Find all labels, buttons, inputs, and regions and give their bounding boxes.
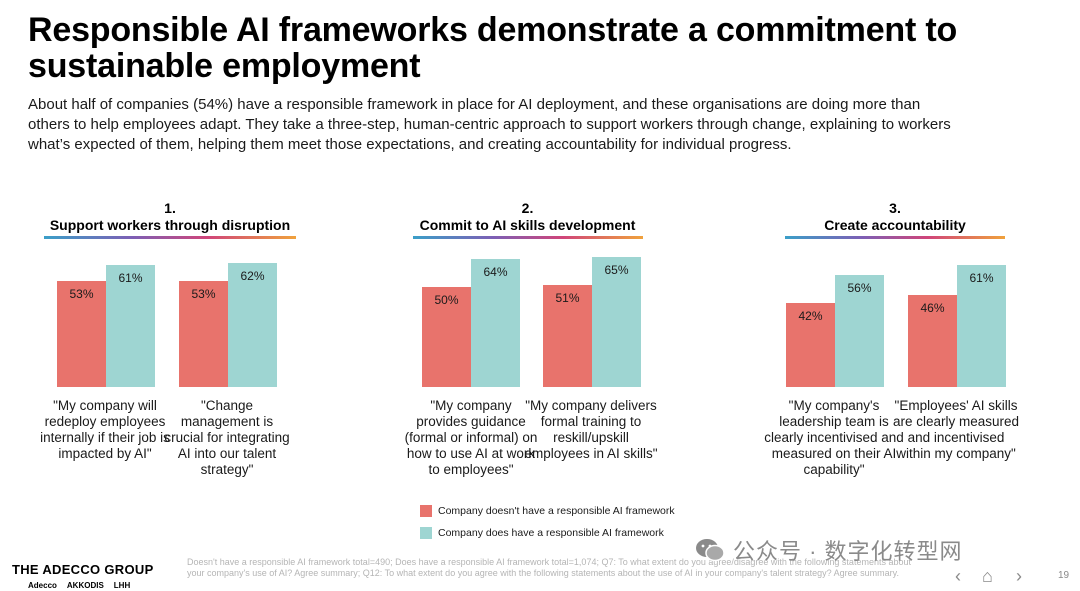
intro-paragraph: About half of companies (54%) have a res… (28, 96, 951, 153)
bar-no-framework-1 (57, 281, 106, 387)
page-title: Responsible AI frameworks demonstrate a … (28, 11, 958, 85)
section-number: 1. (164, 200, 176, 216)
bar-no-framework-5 (786, 303, 835, 387)
wechat-icon (696, 539, 725, 562)
value-label: 62% (240, 269, 264, 283)
bar-framework-5 (835, 275, 884, 387)
legend-item-framework: Company does have a responsible AI frame… (420, 527, 675, 539)
legend-swatch (420, 527, 432, 539)
section-title: Create accountability (824, 217, 966, 233)
value-label: 51% (555, 291, 579, 305)
value-label: 61% (118, 271, 142, 285)
section-title: Commit to AI skills development (419, 217, 636, 233)
watermark: 公众号 · 数字化转型网 (695, 534, 963, 566)
question-label-1: "My company will redeploy employees inte… (40, 398, 170, 461)
section-divider-3 (785, 236, 1005, 239)
section-header-2: 2. Commit to AI skills development (405, 200, 650, 234)
section-title: Support workers through disruption (49, 217, 291, 233)
chart-legend: Company doesn't have a responsible AI fr… (420, 505, 675, 549)
home-button[interactable]: ⌂ (982, 566, 993, 586)
question-label-4: "My company delivers formal training to … (524, 398, 658, 461)
bar-framework-2 (228, 263, 277, 387)
section-number: 2. (521, 200, 534, 216)
section-header-3: 3. Create accountability (785, 200, 1005, 234)
legend-item-no-framework: Company doesn't have a responsible AI fr… (420, 505, 675, 517)
bar-framework-4 (592, 257, 641, 387)
bar-no-framework-2 (179, 281, 228, 387)
bar-framework-6 (957, 265, 1006, 387)
value-label: 61% (969, 271, 993, 285)
value-label: 46% (920, 301, 944, 315)
sub-brand-logos: Adecco AKKODIS LHH (28, 581, 130, 590)
brand-logo: THE ADECCO GROUP (12, 562, 154, 577)
value-label: 50% (434, 293, 458, 307)
question-label-6: "Employees' AI skills are clearly measur… (892, 398, 1020, 461)
legend-label: Company does have a responsible AI frame… (438, 527, 664, 539)
value-label: 65% (604, 263, 628, 277)
page-number: 19 (1058, 570, 1070, 581)
value-label: 64% (483, 265, 507, 279)
value-label: 56% (847, 281, 871, 295)
question-label-3: "My company provides guidance (formal or… (404, 398, 538, 477)
legend-swatch (420, 505, 432, 517)
question-label-5: "My company's leadership team is clearly… (764, 398, 904, 477)
legend-label: Company doesn't have a responsible AI fr… (438, 505, 675, 517)
value-label: 42% (798, 309, 822, 323)
value-label: 53% (191, 287, 215, 301)
next-page-button[interactable]: › (1016, 566, 1022, 586)
bar-no-framework-4 (543, 285, 592, 387)
watermark-text: 公众号 · 数字化转型网 (733, 539, 963, 564)
sub-brand-adecco: Adecco (28, 581, 57, 590)
sub-brand-akkodis: AKKODIS (66, 581, 104, 590)
bar-no-framework-3 (422, 287, 471, 387)
bar-no-framework-6 (908, 295, 957, 387)
section-header-1: 1. Support workers through disruption (40, 200, 300, 234)
prev-page-button[interactable]: ‹ (955, 566, 961, 586)
footnote: Doesn't have a responsible AI framework … (187, 557, 911, 578)
bar-framework-1 (106, 265, 155, 387)
section-divider-1 (44, 236, 296, 239)
section-number: 3. (889, 200, 901, 216)
sub-brand-lhh: LHH (113, 581, 131, 590)
section-divider-2 (413, 236, 643, 239)
bar-framework-3 (471, 259, 520, 387)
question-label-2: "Change management is crucial for integr… (164, 398, 290, 477)
value-label: 53% (69, 287, 93, 301)
